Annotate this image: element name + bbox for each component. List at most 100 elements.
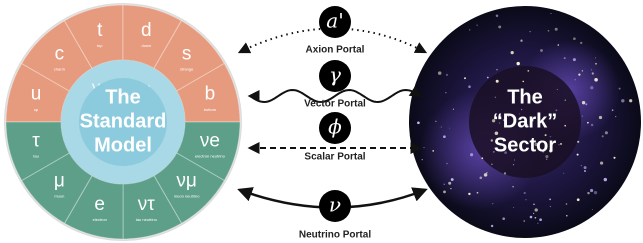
- star: [445, 92, 446, 93]
- star: [443, 135, 446, 138]
- particle-symbol: d: [141, 20, 152, 41]
- star: [468, 85, 471, 88]
- dark-sector-title: Sector: [494, 134, 556, 156]
- star: [582, 116, 583, 117]
- diagram: uupccharmttopddownsstrangebbottomνeelect…: [0, 0, 643, 243]
- star: [504, 172, 506, 174]
- star: [548, 30, 550, 32]
- star: [574, 79, 576, 81]
- star: [557, 44, 559, 46]
- star: [560, 143, 562, 145]
- particle-name: electron neutrino: [195, 153, 226, 158]
- star: [533, 213, 534, 214]
- star: [524, 192, 526, 194]
- star: [530, 31, 531, 32]
- particle-symbol: t: [97, 20, 103, 41]
- star: [487, 77, 489, 79]
- star: [511, 51, 514, 54]
- particle-symbol: s: [182, 43, 192, 64]
- portal-symbol: a': [326, 9, 343, 33]
- star: [537, 223, 538, 224]
- star: [527, 70, 529, 72]
- star: [577, 154, 579, 156]
- star: [619, 88, 621, 90]
- star: [592, 209, 593, 210]
- star: [549, 199, 551, 201]
- star: [591, 124, 593, 126]
- star: [565, 99, 566, 100]
- star: [582, 70, 583, 71]
- star: [546, 159, 547, 160]
- star: [595, 63, 597, 65]
- star: [446, 163, 448, 165]
- star: [573, 37, 576, 40]
- star: [563, 173, 564, 174]
- portal-symbol: ϕ: [328, 115, 342, 139]
- star: [469, 29, 470, 30]
- star: [435, 121, 436, 122]
- star: [629, 99, 632, 102]
- star: [514, 159, 515, 160]
- star: [559, 144, 560, 145]
- star: [604, 178, 607, 181]
- standard-model-title: Model: [94, 134, 152, 156]
- star: [481, 157, 483, 159]
- portal-symbol: ν: [329, 193, 341, 217]
- portal-symbol: γ: [329, 63, 341, 87]
- star: [590, 86, 593, 89]
- star: [595, 57, 596, 58]
- dark-sector-title: The: [507, 86, 543, 108]
- star: [443, 191, 446, 194]
- star: [422, 159, 423, 160]
- star: [438, 71, 442, 75]
- particle-name: tau neutrino: [136, 217, 158, 222]
- star: [441, 126, 442, 127]
- star: [550, 13, 551, 14]
- star: [517, 62, 520, 65]
- particle-symbol: e: [94, 194, 105, 215]
- particle-symbol: νe: [200, 130, 220, 151]
- star: [476, 25, 477, 26]
- particle-name: muon neutrino: [174, 194, 200, 199]
- star: [605, 131, 608, 134]
- particle-symbol: c: [55, 43, 65, 64]
- star: [523, 220, 525, 222]
- particle-symbol: μ: [54, 171, 65, 192]
- star: [484, 173, 488, 177]
- particle-name: top: [97, 43, 103, 48]
- star: [520, 40, 522, 42]
- star: [535, 217, 537, 219]
- star: [449, 128, 450, 129]
- particle-symbol: νμ: [176, 171, 196, 192]
- star: [492, 203, 493, 204]
- star: [495, 96, 497, 98]
- star: [496, 80, 499, 83]
- star: [423, 147, 424, 148]
- star: [477, 192, 479, 194]
- dark-sector-title: “Dark”: [493, 110, 557, 132]
- star: [450, 188, 451, 189]
- star: [448, 182, 451, 185]
- particle-name: tau: [33, 153, 39, 158]
- star: [464, 77, 466, 79]
- star: [486, 172, 487, 173]
- star: [446, 74, 448, 76]
- particle-name: up: [34, 107, 39, 112]
- star: [502, 217, 505, 220]
- star: [564, 57, 566, 59]
- star: [592, 72, 594, 74]
- particle-name: bottom: [204, 107, 217, 112]
- particle-name: electron: [93, 217, 107, 222]
- star: [578, 74, 580, 76]
- star: [594, 191, 597, 194]
- star: [555, 28, 558, 31]
- star: [613, 157, 615, 159]
- star: [581, 165, 582, 166]
- star: [591, 69, 592, 70]
- star: [533, 203, 535, 205]
- particle-name: strange: [180, 66, 194, 71]
- star: [566, 203, 568, 205]
- particle-name: muon: [54, 194, 64, 199]
- star: [512, 186, 513, 187]
- star: [526, 199, 527, 200]
